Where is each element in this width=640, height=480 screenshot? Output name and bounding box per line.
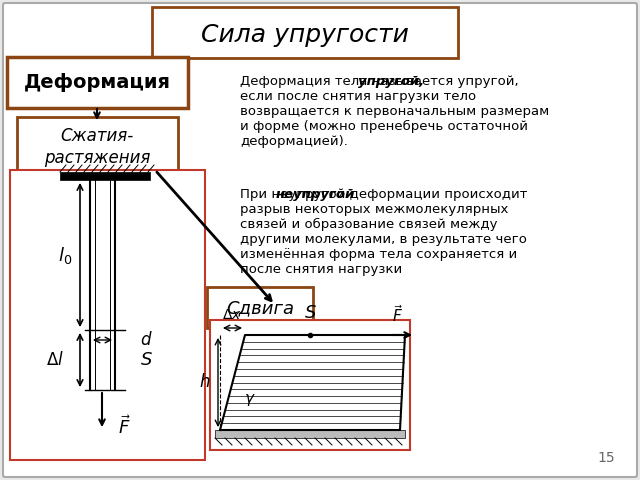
Text: Сжатия-
растяжения: Сжатия- растяжения xyxy=(44,127,150,167)
Bar xyxy=(60,172,150,180)
Text: Деформация тела называется упругой,
если после снятия нагрузки тело
возвращается: Деформация тела называется упругой, если… xyxy=(240,75,549,148)
FancyBboxPatch shape xyxy=(207,287,313,328)
Text: 15: 15 xyxy=(597,451,615,465)
FancyBboxPatch shape xyxy=(152,7,458,58)
Text: $l_0$: $l_0$ xyxy=(58,244,72,265)
Bar xyxy=(215,430,405,438)
Text: При неупругой деформации происходит
разрыв некоторых межмолекулярных
связей и об: При неупругой деформации происходит разр… xyxy=(240,188,527,276)
Text: $\vec{F}$: $\vec{F}$ xyxy=(392,304,403,325)
Text: $S$: $S$ xyxy=(140,351,153,369)
Text: неупругой: неупругой xyxy=(276,188,355,201)
FancyBboxPatch shape xyxy=(17,117,178,175)
Text: $d$: $d$ xyxy=(140,331,152,349)
FancyBboxPatch shape xyxy=(10,170,205,460)
Text: $\gamma$: $\gamma$ xyxy=(244,392,256,408)
Text: $h$: $h$ xyxy=(198,373,210,391)
Text: $S$: $S$ xyxy=(303,304,316,322)
Text: Сила упругости: Сила упругости xyxy=(201,23,409,47)
Text: Деформация: Деформация xyxy=(24,73,170,93)
Text: Сдвига: Сдвига xyxy=(226,299,294,317)
Text: $\vec{F}$: $\vec{F}$ xyxy=(118,416,131,438)
Text: $\Delta x$: $\Delta x$ xyxy=(222,308,242,322)
FancyBboxPatch shape xyxy=(210,320,410,450)
Text: $\Delta l$: $\Delta l$ xyxy=(46,351,64,369)
Text: упругой,: упругой, xyxy=(358,75,424,88)
FancyBboxPatch shape xyxy=(3,3,637,477)
FancyBboxPatch shape xyxy=(7,57,188,108)
